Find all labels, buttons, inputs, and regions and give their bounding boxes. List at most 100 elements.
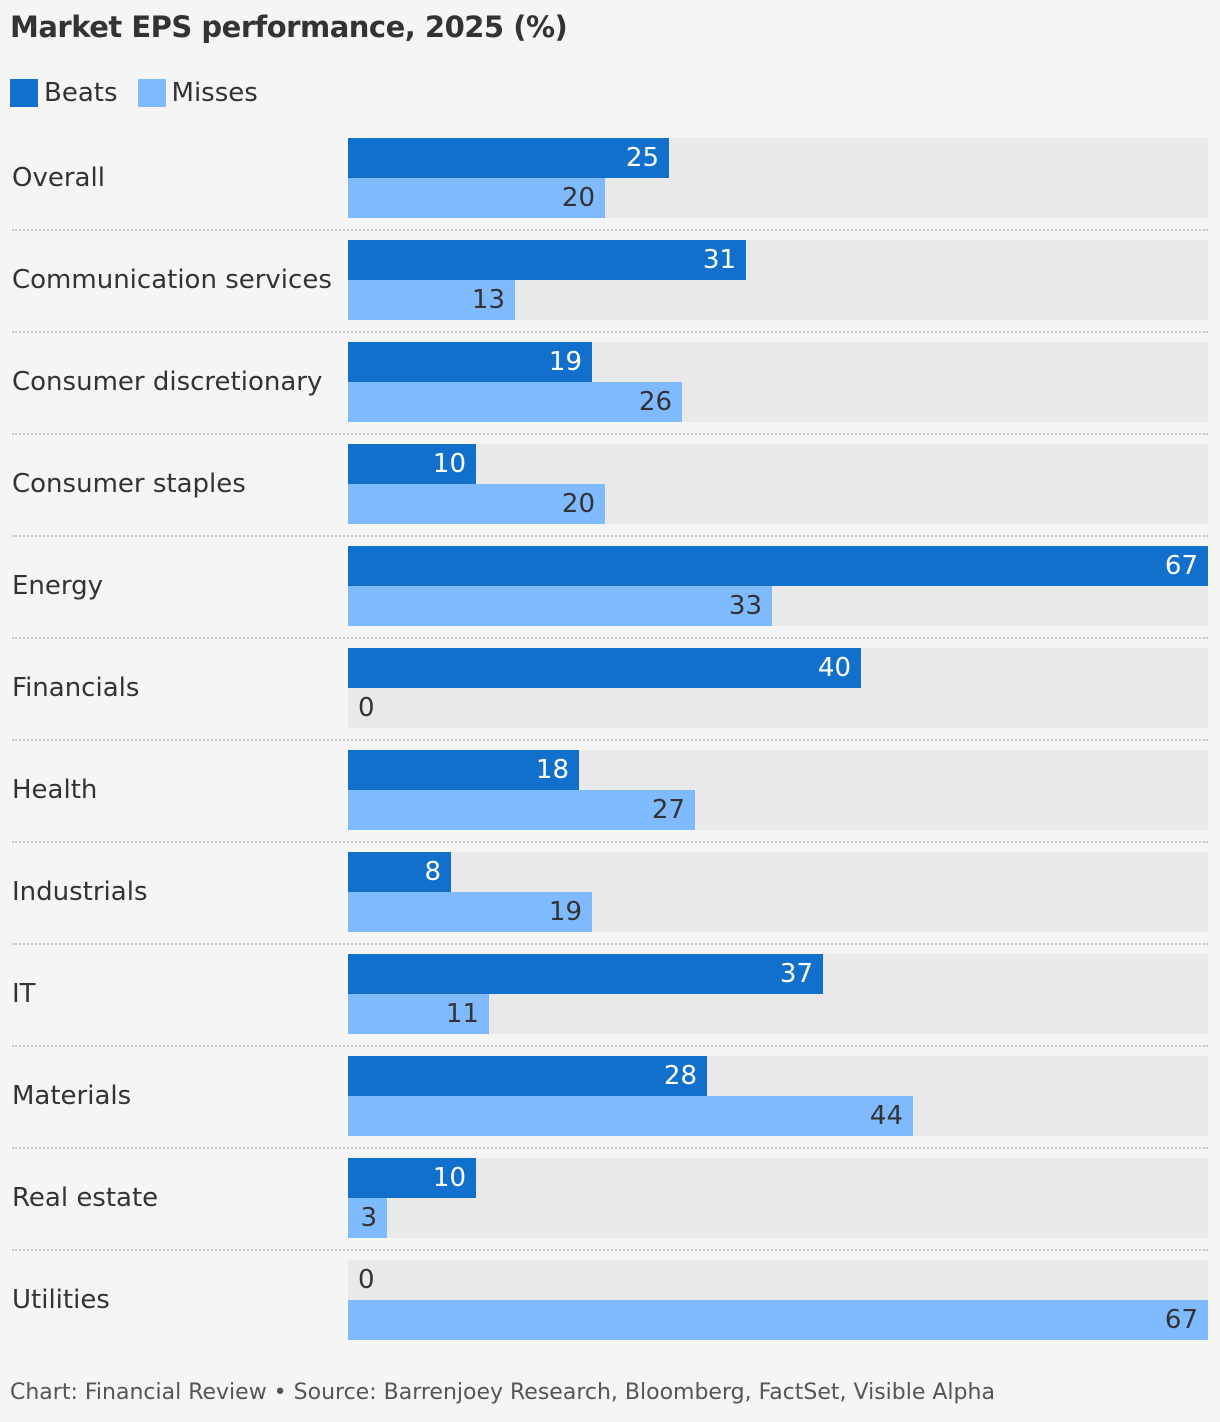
data-label-beats: 25	[625, 143, 659, 173]
data-label-beats: 19	[548, 347, 582, 377]
category-label: Materials	[12, 1081, 132, 1111]
data-label-misses: 27	[651, 795, 685, 825]
category-label: Consumer staples	[12, 469, 246, 499]
chart-row: Industrials 8 19	[0, 842, 1220, 945]
category-label: Communication services	[12, 265, 332, 295]
row-divider	[12, 535, 1208, 537]
bar-track: 0 67	[348, 1260, 1208, 1340]
data-label-misses: 0	[358, 693, 375, 723]
bar-misses	[348, 1300, 1208, 1340]
bar-beats	[348, 1158, 476, 1198]
category-label: Energy	[12, 571, 104, 601]
chart-row: Energy 67 33	[0, 536, 1220, 639]
row-divider	[12, 841, 1208, 843]
chart-row: Utilities 0 67	[0, 1250, 1220, 1352]
bar-misses	[348, 484, 605, 524]
category-label: Real estate	[12, 1183, 159, 1213]
bar-misses	[348, 1198, 387, 1238]
chart-row: Consumer discretionary 19 26	[0, 332, 1220, 435]
data-label-beats: 0	[358, 1265, 375, 1295]
row-divider	[12, 229, 1208, 231]
row-divider	[12, 637, 1208, 639]
legend-item-misses: Misses	[137, 78, 258, 108]
bar-track: 25 20	[348, 138, 1208, 218]
chart-row: Financials 40 0	[0, 638, 1220, 741]
row-divider	[12, 1147, 1208, 1149]
category-label: Utilities	[12, 1285, 110, 1315]
data-label-beats: 18	[535, 755, 569, 785]
bar-beats	[348, 546, 1208, 586]
category-label: IT	[12, 979, 36, 1009]
data-label-beats: 10	[432, 1163, 466, 1193]
bar-beats	[348, 138, 669, 178]
data-label-beats: 10	[432, 449, 466, 479]
row-divider	[12, 943, 1208, 945]
data-label-misses: 13	[471, 285, 505, 315]
legend-swatch-misses	[137, 79, 166, 107]
chart-row: Materials 28 44	[0, 1046, 1220, 1149]
data-label-misses: 44	[869, 1101, 903, 1131]
chart-row: IT 37 11	[0, 944, 1220, 1047]
legend-label-beats: Beats	[44, 78, 118, 108]
bar-beats	[348, 852, 451, 892]
row-divider	[12, 739, 1208, 741]
chart-row: Communication services 31 13	[0, 230, 1220, 333]
bar-track: 31 13	[348, 240, 1208, 320]
bar-track: 8 19	[348, 852, 1208, 932]
row-divider	[12, 331, 1208, 333]
chart-row: Health 18 27	[0, 740, 1220, 843]
row-divider	[12, 1045, 1208, 1047]
data-label-misses: 26	[638, 387, 672, 417]
data-label-misses: 67	[1164, 1305, 1198, 1335]
bar-beats	[348, 648, 861, 688]
bar-track: 28 44	[348, 1056, 1208, 1136]
bar-track: 19 26	[348, 342, 1208, 422]
chart-row: Real estate 10 3	[0, 1148, 1220, 1251]
legend-swatch-beats	[10, 79, 38, 107]
data-label-misses: 19	[548, 897, 582, 927]
bar-track: 10 20	[348, 444, 1208, 524]
bar-misses	[348, 178, 605, 218]
bar-misses	[348, 382, 682, 422]
legend: Beats Misses	[10, 76, 278, 110]
bar-misses	[348, 790, 695, 830]
data-label-beats: 40	[817, 653, 851, 683]
data-label-misses: 20	[561, 183, 595, 213]
bar-track: 40 0	[348, 648, 1208, 728]
chart-source-footer: Chart: Financial Review • Source: Barren…	[10, 1380, 995, 1405]
bar-misses	[348, 994, 489, 1034]
bar-beats	[348, 750, 579, 790]
bar-chart: Overall 25 20 Communication services 31 13 Con…	[0, 128, 1220, 1358]
data-label-beats: 31	[702, 245, 736, 275]
chart-title: Market EPS performance, 2025 (%)	[10, 10, 568, 44]
legend-label-misses: Misses	[171, 78, 258, 108]
bar-beats	[348, 1056, 707, 1096]
bar-misses	[348, 892, 592, 932]
bar-beats	[348, 342, 592, 382]
bar-track: 18 27	[348, 750, 1208, 830]
legend-item-beats: Beats	[10, 78, 118, 108]
data-label-misses: 20	[561, 489, 595, 519]
chart-row: Consumer staples 10 20	[0, 434, 1220, 537]
category-label: Consumer discretionary	[12, 367, 323, 397]
bar-track: 10 3	[348, 1158, 1208, 1238]
data-label-beats: 8	[424, 857, 441, 887]
category-label: Industrials	[12, 877, 148, 907]
bar-misses	[348, 586, 772, 626]
row-divider	[12, 1249, 1208, 1251]
chart-row: Overall 25 20	[0, 128, 1220, 231]
bar-track: 37 11	[348, 954, 1208, 1034]
category-label: Health	[12, 775, 98, 805]
bar-track: 67 33	[348, 546, 1208, 626]
bar-misses	[348, 280, 515, 320]
bar-beats	[348, 954, 823, 994]
data-label-misses: 11	[445, 999, 479, 1029]
data-label-beats: 37	[779, 959, 813, 989]
data-label-misses: 33	[728, 591, 762, 621]
bar-misses	[348, 1096, 913, 1136]
data-label-beats: 28	[663, 1061, 697, 1091]
data-label-beats: 67	[1164, 551, 1198, 581]
category-label: Overall	[12, 163, 105, 193]
bar-beats	[348, 240, 746, 280]
category-label: Financials	[12, 673, 140, 703]
